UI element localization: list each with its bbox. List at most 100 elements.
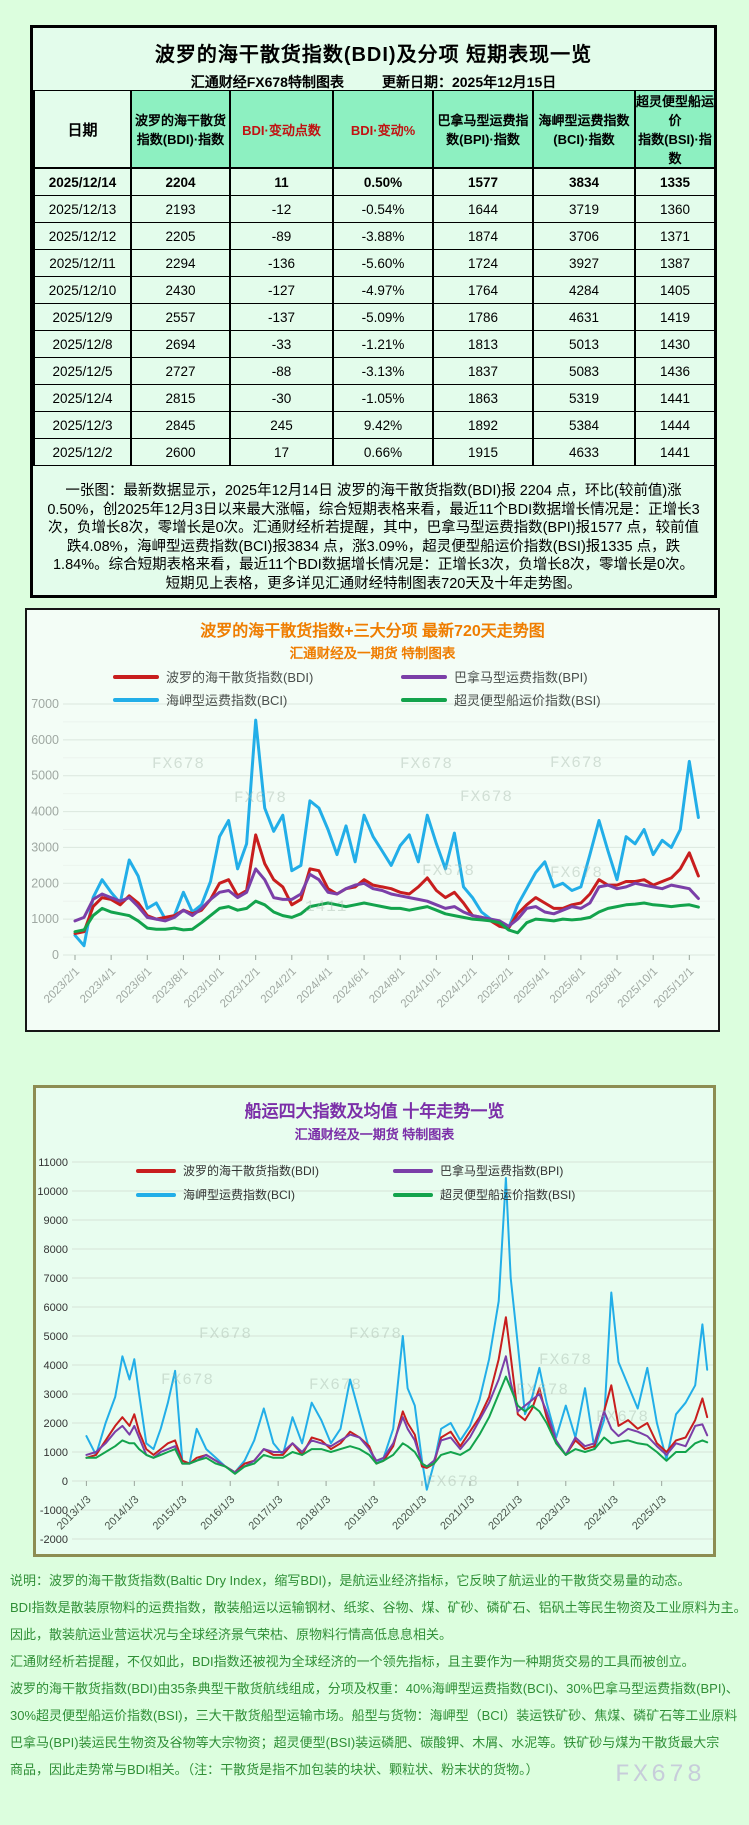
legend-item: 波罗的海干散货指数(BDI) xyxy=(136,1162,393,1179)
column-header: BDI·变动点数 xyxy=(229,90,334,169)
table-cell: 1436 xyxy=(634,357,716,385)
column-header: 日期 xyxy=(33,90,132,169)
y-axis-label: 0 xyxy=(52,948,59,962)
legend-line-swatch xyxy=(136,1192,176,1197)
table-cell: 1874 xyxy=(432,222,534,250)
chart-watermark: FX678 xyxy=(422,862,476,880)
chart-watermark: FX678 xyxy=(349,1325,403,1343)
table-cell: -127 xyxy=(229,276,334,304)
table-cell: 2557 xyxy=(130,303,231,331)
table-cell: 1371 xyxy=(634,222,716,250)
chart-10y-title: 船运四大指数及均值 十年走势一览 xyxy=(244,1102,505,1121)
footer-line: 商品，因此走势常与BDI相关。（注：干散货是指不加包装的块状、颗粒状、粉末状的货… xyxy=(10,1762,539,1777)
legend-label: 海岬型运费指数(BCI) xyxy=(183,1188,295,1202)
table-cell: 2694 xyxy=(130,330,231,358)
chart-watermark: FX678 xyxy=(516,1381,570,1399)
table-cell: 1644 xyxy=(432,195,534,223)
y-axis-label: 3000 xyxy=(44,1389,68,1401)
table-cell: 0.66% xyxy=(332,438,434,466)
legend-item: 巴拿马型运费指数(BPI) xyxy=(393,1162,650,1179)
table-cell: 3834 xyxy=(532,167,636,196)
table-cell: 1786 xyxy=(432,303,534,331)
x-axis-label: 2015/1/3 xyxy=(151,1494,190,1533)
table-cell: 1577 xyxy=(432,167,534,196)
table-cell: 2025/12/3 xyxy=(33,411,132,439)
chart-watermark: FX678 xyxy=(550,864,604,882)
y-axis-label: 8000 xyxy=(44,1244,68,1256)
chart-10y-plot: -2000 -1000 0 1000 2000 3000 4000 5000 6000 7000 8… xyxy=(37,1157,713,1546)
chart-watermark: FX678 xyxy=(400,755,454,773)
table-row: 2025/12/2 2600 17 0.66% 1915 4633 1441 xyxy=(33,438,716,466)
legend-line-swatch xyxy=(393,1168,433,1173)
table-cell: 2193 xyxy=(130,195,231,223)
table-cell: 245 xyxy=(229,411,334,439)
column-header: 波罗的海干散货 指数(BDI)·指数 xyxy=(130,90,231,169)
chart-watermark: FX678 xyxy=(199,1325,253,1343)
x-axis-label: 2024/1/3 xyxy=(582,1494,621,1533)
chart-720d-section: 波罗的海干散货指数+三大分项 最新720天走势图 汇通财经及一期货 特制图表 波… xyxy=(25,608,720,1032)
table-cell: 1764 xyxy=(432,276,534,304)
legend-label: 波罗的海干散货指数(BDI) xyxy=(166,670,314,685)
chart-watermark: FX678 xyxy=(234,789,288,807)
table-cell: -3.88% xyxy=(332,222,434,250)
y-axis-label: 7000 xyxy=(31,697,59,711)
bdi-table: 日期 波罗的海干散货 指数(BDI)·指数 BDI·变动点数 BDI·变动% 巴拿马型运… xyxy=(33,90,716,466)
x-axis-label: 2024/4/1 xyxy=(295,966,335,1006)
legend-item: 波罗的海干散货指数(BDI) xyxy=(113,667,401,686)
y-axis-label: 11000 xyxy=(38,1157,68,1169)
table-cell: 9.42% xyxy=(332,411,434,439)
y-axis-label: 5000 xyxy=(31,769,59,783)
table-cell: 2430 xyxy=(130,276,231,304)
table-row: 2025/12/12 2205 -89 -3.88% 1874 3706 1371 xyxy=(33,222,716,250)
table-cell: -30 xyxy=(229,384,334,412)
chart-720d-plot: 010002000300040005000600070002023/2/1202… xyxy=(31,697,715,1010)
table-cell: 4631 xyxy=(532,303,636,331)
table-cell: 17 xyxy=(229,438,334,466)
table-cell: 1813 xyxy=(432,330,534,358)
bdi-table-body: 2025/12/14 2204 11 0.50% 1577 3834 1335 2025/12… xyxy=(33,167,716,466)
table-cell: 2025/12/14 xyxy=(33,167,132,196)
y-axis-label: 5000 xyxy=(44,1331,68,1343)
y-axis-label: 2000 xyxy=(31,876,59,890)
x-axis-label: 2025/6/1 xyxy=(548,966,588,1006)
legend-item: 巴拿马型运费指数(BPI) xyxy=(401,667,689,686)
legend-item: 海岬型运费指数(BCI) xyxy=(113,690,401,709)
y-axis-label: 1000 xyxy=(44,1447,68,1459)
table-cell: -5.60% xyxy=(332,249,434,277)
x-axis-label: 2025/1/3 xyxy=(630,1494,669,1533)
chart-10y-subtitle: 汇通财经及一期货 特制图表 xyxy=(294,1127,455,1142)
table-cell: -5.09% xyxy=(332,303,434,331)
table-cell: 1915 xyxy=(432,438,534,466)
table-cell: 3719 xyxy=(532,195,636,223)
table-cell: -33 xyxy=(229,330,334,358)
y-axis-label: 7000 xyxy=(44,1273,68,1285)
legend-item: 超灵便型船运价指数(BSI) xyxy=(393,1186,650,1203)
table-cell: 2025/12/4 xyxy=(33,384,132,412)
x-axis-label: 2018/1/3 xyxy=(294,1494,333,1533)
table-cell: 1335 xyxy=(634,167,716,196)
y-axis-label: 4000 xyxy=(44,1360,68,1372)
table-cell: 3706 xyxy=(532,222,636,250)
table-cell: 2025/12/5 xyxy=(33,357,132,385)
table-cell: 2025/12/9 xyxy=(33,303,132,331)
legend-line-swatch xyxy=(401,674,447,679)
table-cell: 11 xyxy=(229,167,334,196)
series-line-4 xyxy=(73,899,700,935)
y-axis-label: -1000 xyxy=(40,1505,68,1517)
table-cell: 1441 xyxy=(634,384,716,412)
chart-watermark: FX678 xyxy=(309,1376,363,1394)
table-cell: 5384 xyxy=(532,411,636,439)
bdi-short-term-section: 波罗的海干散货指数(BDI)及分项 短期表现一览 汇通财经FX678特制图表 更新… xyxy=(30,25,717,598)
y-axis-label: 6000 xyxy=(44,1302,68,1314)
table-cell: 2815 xyxy=(130,384,231,412)
chart-watermark: FX678 xyxy=(426,1473,480,1491)
table-subtitle: 汇通财经FX678特制图表 更新日期：2025年12月15日 xyxy=(33,72,714,92)
footer-line: 因此，散装航运业营运状况与全球经济景气荣枯、原物料行情高低息息相关。 xyxy=(10,1627,453,1642)
table-cell: 2025/12/13 xyxy=(33,195,132,223)
table-cell: 4633 xyxy=(532,438,636,466)
x-axis-label: 2014/1/3 xyxy=(103,1494,142,1533)
table-cell: -137 xyxy=(229,303,334,331)
chart-720d-legend: 波罗的海干散货指数(BDI) 巴拿马型运费指数(BPI) 海岬型运费指数(BCI) 超… xyxy=(113,667,689,709)
bdi-table-header: 日期 波罗的海干散货 指数(BDI)·指数 BDI·变动点数 BDI·变动% 巴拿马型运… xyxy=(33,90,716,169)
table-cell: -1.21% xyxy=(332,330,434,358)
